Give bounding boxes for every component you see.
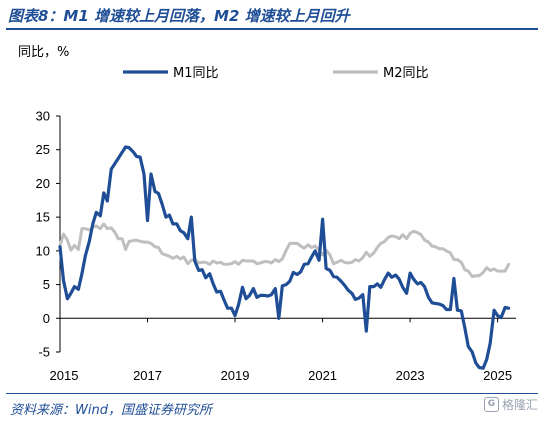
watermark-text: 格隆汇 xyxy=(501,398,538,412)
y-tick-label: 0 xyxy=(43,311,50,326)
y-tick-label: -5 xyxy=(38,345,50,360)
y-tick-label: 5 xyxy=(43,277,50,292)
legend-label: M2同比 xyxy=(383,66,429,81)
legend: M1同比 M2同比 xyxy=(123,66,429,81)
series-group xyxy=(58,145,511,370)
y-axis-unit: 同比，% xyxy=(18,45,69,60)
page-title: 图表8：M1 增速较上月回落，M2 增速较上月回升 xyxy=(8,7,350,25)
watermark-logo-icon: G xyxy=(483,397,499,412)
y-tick-label: 30 xyxy=(36,109,50,124)
source-rule xyxy=(6,393,538,394)
x-tick-label: 2021 xyxy=(308,368,337,383)
y-tick-label: 25 xyxy=(36,142,50,157)
y-tick-label: 10 xyxy=(36,243,50,258)
x-tick-label: 2025 xyxy=(483,368,512,383)
legend-label: M1同比 xyxy=(173,66,219,81)
x-tick-label: 2023 xyxy=(396,368,425,383)
x-tick-label: 2015 xyxy=(50,368,79,383)
title-rule xyxy=(6,28,538,30)
x-tick-label: 2017 xyxy=(133,368,162,383)
series-line-m1 xyxy=(58,145,511,370)
y-tick-label: 15 xyxy=(36,210,50,225)
x-tick-label: 2019 xyxy=(221,368,250,383)
y-tick-label: 20 xyxy=(36,176,50,191)
watermark: G 格隆汇 xyxy=(483,396,538,413)
source-note: 资料来源：Wind，国盛证券研究所 xyxy=(10,403,212,418)
series-line-m2 xyxy=(58,222,511,278)
